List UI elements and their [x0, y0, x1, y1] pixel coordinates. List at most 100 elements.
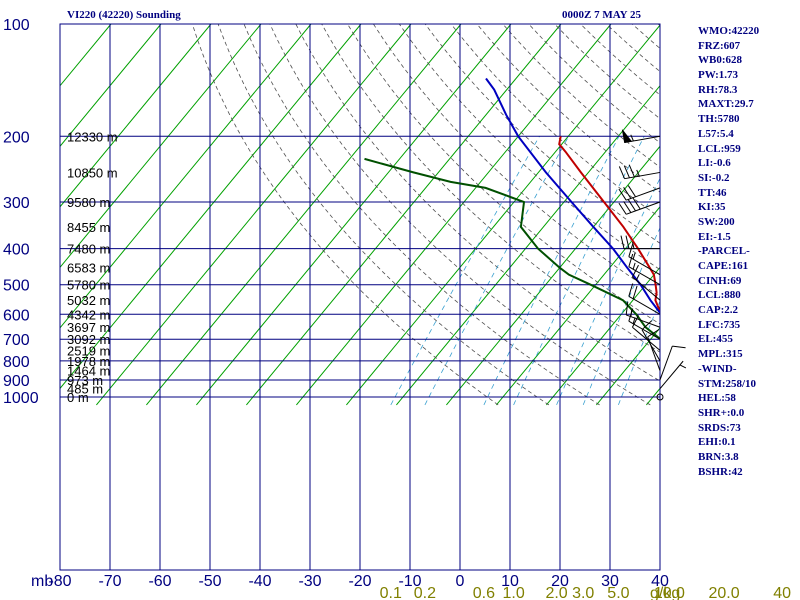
stability-index-line: MAXT:29.7 [698, 98, 754, 111]
dewpoint-profile-line [364, 157, 660, 341]
wind-barb-calm [656, 393, 664, 401]
pressure-tick-label: 1000 [3, 390, 39, 407]
stability-index-line: WMO:42220 [698, 25, 760, 37]
wind-barb-flag [672, 345, 686, 349]
height-label: 485 m [67, 382, 103, 397]
temperature-tick-label: -20 [348, 573, 371, 590]
wind-barb-flag [641, 320, 653, 331]
mixing-ratio-label: 0.6 [473, 585, 495, 600]
height-label: 5032 m [67, 293, 110, 308]
isotherm-line [546, 266, 660, 406]
wind-barb [620, 235, 660, 250]
stability-index-line: EL:455 [698, 333, 733, 346]
stability-index-line: CAP:2.2 [698, 304, 739, 317]
wind-barb-flag [618, 202, 627, 215]
stability-index-line: EI:-1.5 [698, 230, 731, 243]
temperature-tick-label: -30 [298, 573, 321, 590]
mixing-ratio-label: 10.0 [654, 585, 685, 600]
pressure-unit-label: mb [31, 573, 53, 590]
height-label: 12330 m [67, 129, 118, 144]
mixing-ratio-label: 1.0 [502, 585, 524, 600]
stability-index-line: HEL:58 [698, 392, 736, 405]
pressure-tick-label: 400 [3, 242, 30, 259]
mixing-ratio-line [513, 136, 645, 406]
wind-barb [659, 345, 686, 381]
wind-barb-staff [628, 295, 661, 315]
wind-barb [618, 197, 661, 215]
stability-index-line: MPL:315 [698, 348, 743, 361]
wind-barb [621, 129, 661, 144]
mixing-ratio-unit-label: g/kg [650, 585, 680, 600]
temperature-tick-label: 0 [456, 573, 465, 590]
wind-barb-flag [628, 308, 634, 322]
mixing-ratio-line [483, 136, 620, 406]
dry-adiabat-line [269, 24, 651, 406]
temperature-tick-label: 40 [651, 573, 669, 590]
mixing-ratio-line [424, 136, 570, 406]
height-label: 5780 m [67, 278, 110, 293]
wind-barb-half-flag [636, 169, 640, 177]
wind-barb-staff [659, 360, 684, 390]
wind-barb-half-flag [630, 134, 634, 142]
wind-barb-staff [632, 326, 661, 351]
height-label: 2519 m [67, 343, 110, 358]
wind-barb-flag [647, 329, 660, 338]
pressure-tick-label: 200 [3, 129, 30, 146]
wind-barb-staff [626, 201, 661, 215]
wind-barb-flag [628, 243, 634, 257]
wind-barb-flag [632, 285, 638, 299]
wind-barb-flag [620, 235, 625, 249]
wind-barb-half-flag [632, 252, 636, 260]
stability-index-line: -PARCEL- [698, 245, 750, 258]
mixing-ratio-line [556, 177, 660, 406]
chart-title-station: VI220 (42220) Sounding [67, 9, 181, 21]
isotherm-line [60, 24, 312, 329]
wind-barb-half-flag [632, 241, 635, 249]
temperature-tick-label: -10 [398, 573, 421, 590]
wind-barb-flag [623, 187, 632, 199]
wind-barb [618, 164, 661, 180]
parcel-profile-line [485, 77, 660, 315]
wind-barb [628, 253, 661, 286]
height-label: 4342 m [67, 307, 110, 322]
wind-barb-flag [631, 315, 639, 328]
height-label: 6583 m [67, 261, 110, 276]
pressure-tick-label: 500 [3, 278, 30, 295]
stability-index-line: BSHR:42 [698, 465, 743, 478]
chart-title-time: 0000Z 7 MAY 25 [562, 9, 641, 21]
stability-index-line: WB0:628 [698, 54, 742, 67]
wind-barb [618, 185, 661, 201]
height-label: 8455 m [67, 220, 110, 235]
temperature-tick-label: -80 [48, 573, 71, 590]
dry-adiabat-line [191, 24, 499, 406]
dry-adiabat-line [243, 24, 600, 406]
mixing-ratio-label: 0.2 [414, 585, 436, 600]
wind-barb [631, 315, 661, 351]
stability-index-line: FRZ:607 [698, 39, 741, 52]
wind-barb-flag [618, 188, 627, 201]
mixing-ratio-label: 2.0 [545, 585, 567, 600]
wind-barb-half-flag [632, 262, 636, 270]
mixing-ratio-label: 40 [773, 585, 791, 600]
height-label: 3697 m [67, 320, 110, 335]
isotherm-line [346, 24, 660, 406]
wind-barb [631, 264, 661, 301]
stability-index-line: RH:78.3 [698, 83, 738, 96]
isotherm-line [146, 24, 462, 406]
wind-barb-flag [631, 264, 639, 278]
pressure-tick-label: 300 [3, 195, 30, 212]
isotherm-line [496, 206, 660, 406]
wind-barb-flag [627, 185, 636, 198]
stability-index-line: CINH:69 [698, 274, 742, 287]
temperature-tick-label: 20 [551, 573, 569, 590]
wind-barb-staff [632, 276, 661, 301]
pressure-tick-label: 100 [3, 17, 30, 34]
dry-adiabat-line [217, 24, 550, 406]
temperature-tick-label: -50 [198, 573, 221, 590]
stability-index-line: KI:35 [698, 201, 726, 214]
wind-barb-flag [625, 235, 630, 249]
stability-index-line: LCL:880 [698, 289, 741, 302]
wind-barb-flag [632, 197, 641, 210]
isotherm-line [60, 24, 362, 390]
stability-index-line: LI:-0.6 [698, 157, 731, 170]
